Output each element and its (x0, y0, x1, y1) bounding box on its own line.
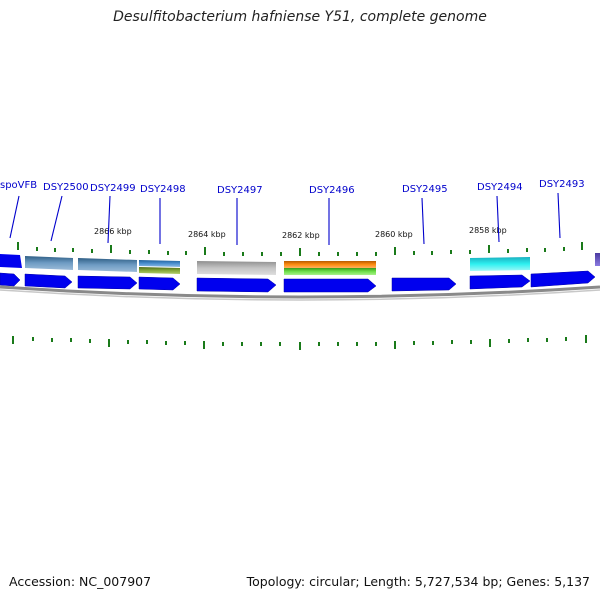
gene-label-dsy2496: DSY2496 (309, 185, 355, 196)
scale-label: 2866 kbp (94, 227, 132, 236)
feature-blocks (0, 253, 600, 275)
feature-block-dsy2497 (197, 261, 276, 275)
cds-arrow-dsy2495 (391, 277, 457, 292)
scale-label: 2858 kbp (469, 226, 507, 235)
cds-arrow-dsy2500 (24, 273, 73, 289)
cds-arrows (0, 270, 596, 293)
cds-arrow-dsy2499 (77, 275, 138, 290)
feature-block-edge (595, 253, 600, 266)
feature-block-spovfb (0, 254, 22, 268)
accession-label: Accession: NC_007907 (9, 574, 152, 589)
scale-label: 2864 kbp (188, 230, 226, 239)
gene-label-dsy2494: DSY2494 (477, 182, 523, 193)
cds-arrow-spovfb (0, 272, 21, 287)
cds-arrow-dsy2498 (138, 276, 181, 291)
gene-label-dsy2499: DSY2499 (90, 183, 136, 194)
scale-label: 2862 kbp (282, 231, 320, 240)
gene-label-dsy2498: DSY2498 (140, 184, 186, 195)
genome-backbone-shadow (0, 289, 600, 301)
map-title: Desulfitobacterium hafniense Y51, comple… (113, 9, 487, 25)
gene-label-dsy2500: DSY2500 (43, 182, 89, 193)
genome-backbone (0, 285, 600, 299)
upper-ticks (17, 242, 583, 256)
scale-label: 2860 kbp (375, 230, 413, 239)
gene-leader-lines (9, 192, 561, 245)
feature-block-dsy2496-bottom (284, 268, 376, 275)
cds-arrow-dsy2497 (196, 277, 277, 293)
genome-summary: Topology: circular; Length: 5,727,534 bp… (246, 574, 590, 589)
feature-block-dsy2500 (25, 256, 73, 270)
gene-label-dsy2493: DSY2493 (539, 179, 585, 190)
feature-block-dsy2498-bottom (139, 267, 180, 274)
gene-label-dsy2497: DSY2497 (217, 185, 263, 196)
feature-block-dsy2499 (78, 258, 137, 272)
cds-arrow-dsy2493 (530, 270, 596, 288)
feature-block-dsy2496-top (284, 261, 376, 268)
lower-ticks (12, 335, 587, 350)
gene-label-spovfb: spoVFB (0, 180, 37, 191)
cds-arrow-dsy2494 (469, 274, 531, 290)
gene-label-dsy2495: DSY2495 (402, 184, 448, 195)
feature-block-dsy2498-top (139, 260, 180, 267)
cds-arrow-dsy2496 (283, 278, 377, 293)
feature-block-dsy2494 (470, 257, 530, 271)
